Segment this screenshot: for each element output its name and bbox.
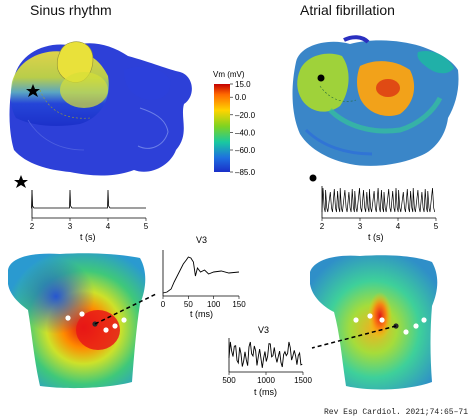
citation: Rev Esp Cardiol. 2021;74:65–71: [323, 408, 468, 417]
af-v3-plot: V3 500 1000 1500 t (ms): [222, 325, 312, 397]
af-atria-model: [292, 35, 459, 166]
af-v3-xlabel: t (ms): [254, 387, 277, 397]
x-tick-label: 0: [161, 300, 166, 309]
x-tick-label: 2: [320, 222, 325, 231]
x-tick-label: 3: [68, 222, 73, 231]
colorbar-label: Vm (mV): [213, 70, 245, 79]
sinus-atria-model: [9, 41, 192, 176]
x-tick-label: 3: [358, 222, 363, 231]
dot-marker-icon: [317, 74, 325, 82]
sinus-torso-model: [8, 253, 157, 389]
colorbar-tick-label: –20.0: [235, 111, 256, 120]
x-tick-label: 4: [396, 222, 401, 231]
dot-marker-trace-icon: [309, 174, 317, 182]
x-tick-label: 50: [184, 300, 193, 309]
title-atrial-fibrillation: Atrial fibrillation: [300, 2, 395, 18]
colorbar-tick-label: 0.0: [235, 93, 247, 102]
af-torso-model: [310, 255, 438, 390]
x-tick-label: 100: [207, 300, 221, 309]
star-marker-trace-icon: [14, 175, 28, 188]
star-marker-icon: [26, 84, 40, 97]
x-tick-label: 150: [232, 300, 246, 309]
af-vm-trace-plot: 2 3 4 5 t (s): [320, 186, 439, 242]
sinus-v3-title: V3: [196, 235, 207, 245]
colorbar: Vm (mV) 15.0 0.0 –20.0 –40.0 –60.0 –85.0: [213, 70, 256, 177]
colorbar-tick-label: –60.0: [235, 146, 256, 155]
x-tick-label: 4: [106, 222, 111, 231]
sinus-vm-xlabel: t (s): [80, 232, 96, 242]
x-tick-label: 2: [30, 222, 35, 231]
x-tick-label: 5: [144, 222, 149, 231]
x-tick-label: 5: [434, 222, 439, 231]
sinus-vm-trace-plot: 2 3 4 5 t (s): [30, 189, 149, 242]
colorbar-gradient: [214, 84, 230, 172]
colorbar-tick-label: 15.0: [235, 80, 251, 89]
colorbar-tick-label: –85.0: [235, 168, 256, 177]
sinus-v3-xlabel: t (ms): [190, 309, 213, 319]
af-vm-xlabel: t (s): [368, 232, 384, 242]
colorbar-tick-label: –40.0: [235, 128, 256, 137]
x-tick-label: 1000: [257, 376, 275, 385]
af-v3-title: V3: [258, 325, 269, 335]
title-sinus-rhythm: Sinus rhythm: [30, 2, 112, 18]
x-tick-label: 500: [222, 376, 236, 385]
sinus-v3-plot: V3 0 50 100 150 t (ms): [161, 235, 246, 319]
x-tick-label: 1500: [294, 376, 312, 385]
